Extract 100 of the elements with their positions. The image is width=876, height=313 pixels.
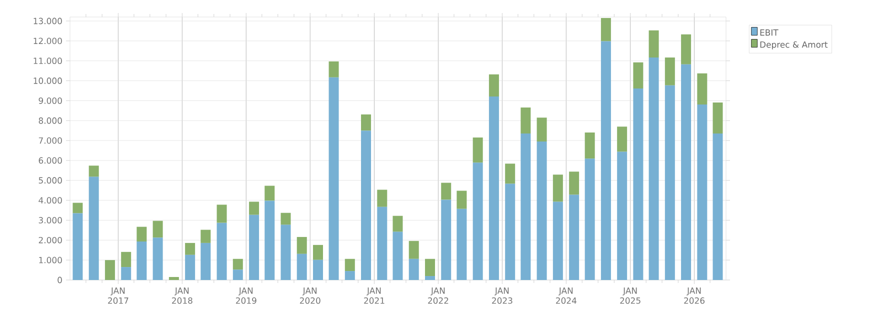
bar xyxy=(617,152,628,280)
bar xyxy=(505,184,516,280)
y-tick-label: 10.000 xyxy=(34,78,62,84)
y-tick-label: 6.000 xyxy=(38,157,62,164)
bar xyxy=(264,200,275,280)
bar xyxy=(456,190,467,209)
bar xyxy=(136,226,147,242)
bar xyxy=(472,138,483,163)
bar xyxy=(617,126,628,152)
bar xyxy=(488,74,499,96)
x-tick-label: JAN 2022 xyxy=(428,288,448,304)
bar xyxy=(136,242,147,280)
bar xyxy=(456,208,467,280)
bar xyxy=(344,258,355,272)
y-tick-label: 7.000 xyxy=(38,137,62,144)
bar xyxy=(441,200,452,280)
bar xyxy=(536,118,547,142)
bar xyxy=(377,206,388,280)
bar xyxy=(505,164,516,184)
y-tick-label: 5.000 xyxy=(38,177,62,184)
bar xyxy=(328,77,339,280)
bar xyxy=(488,96,499,280)
bar xyxy=(712,102,723,134)
bar xyxy=(185,242,196,255)
bar xyxy=(249,202,260,215)
x-tick-label: JAN 2021 xyxy=(364,288,384,304)
bar xyxy=(697,104,708,280)
y-tick-label: 2.000 xyxy=(38,236,62,244)
bar xyxy=(569,194,580,280)
bar xyxy=(72,202,83,214)
bar xyxy=(361,114,372,131)
x-tick-label: JAN 2020 xyxy=(300,288,320,304)
bar xyxy=(88,166,99,177)
x-tick-label: JAN 2018 xyxy=(172,288,192,304)
legend-label: EBIT xyxy=(760,29,778,36)
bar xyxy=(152,238,163,280)
bar xyxy=(600,41,611,280)
bar xyxy=(200,242,211,280)
bar xyxy=(520,107,531,134)
bar xyxy=(377,190,388,207)
bar xyxy=(536,142,547,280)
bar xyxy=(72,213,83,280)
bar xyxy=(584,132,595,159)
bar xyxy=(152,220,163,238)
bar xyxy=(121,267,132,280)
bar xyxy=(121,252,132,268)
bar xyxy=(648,30,659,58)
bar xyxy=(552,202,563,280)
bar xyxy=(280,224,291,280)
bar xyxy=(697,73,708,104)
y-tick-label: 3.000 xyxy=(38,217,62,224)
bar xyxy=(441,182,452,200)
bar xyxy=(664,85,675,280)
bar xyxy=(200,230,211,243)
bar xyxy=(712,134,723,280)
bar xyxy=(569,172,580,195)
bar xyxy=(312,244,323,260)
x-tick-label: JAN 2025 xyxy=(620,288,640,304)
x-tick-label: JAN 2017 xyxy=(108,288,128,304)
y-tick-label: 1.000 xyxy=(39,256,62,264)
bar xyxy=(328,61,339,78)
bar xyxy=(472,162,483,280)
bar xyxy=(664,57,675,86)
y-tick-label: 11.000 xyxy=(34,58,62,64)
y-tick-label: 0 xyxy=(58,276,62,284)
bar xyxy=(168,277,179,280)
y-tick-label: 4.000 xyxy=(38,197,62,204)
bar xyxy=(600,18,611,42)
bar xyxy=(633,62,644,89)
bar xyxy=(312,260,323,280)
bar xyxy=(424,258,435,276)
bar xyxy=(520,134,531,280)
x-tick-label: JAN 2024 xyxy=(556,288,576,304)
bar xyxy=(232,258,243,270)
y-tick-label: 8.000 xyxy=(38,117,62,124)
bar xyxy=(552,174,563,202)
bar xyxy=(681,34,692,64)
x-tick-label: JAN 2019 xyxy=(236,288,256,304)
bar xyxy=(232,270,243,280)
bar xyxy=(408,240,419,259)
bar xyxy=(249,214,260,280)
bar xyxy=(392,216,403,232)
bar xyxy=(216,204,227,223)
x-tick-label: JAN 2026 xyxy=(684,288,705,304)
y-tick-label: 12.000 xyxy=(34,38,62,44)
bar xyxy=(296,236,307,254)
bar xyxy=(361,130,372,280)
bar xyxy=(296,254,307,280)
legend-label: Deprec & Amort xyxy=(760,41,828,50)
bar xyxy=(392,232,403,280)
bar xyxy=(648,57,659,280)
bar xyxy=(280,212,291,225)
bar xyxy=(681,64,692,280)
bar xyxy=(408,258,419,280)
bar xyxy=(216,222,227,280)
y-tick-label: 13.000 xyxy=(34,18,62,24)
bar xyxy=(344,271,355,280)
bar xyxy=(104,260,115,280)
bar xyxy=(88,176,99,280)
x-tick-label: JAN 2023 xyxy=(492,288,512,304)
